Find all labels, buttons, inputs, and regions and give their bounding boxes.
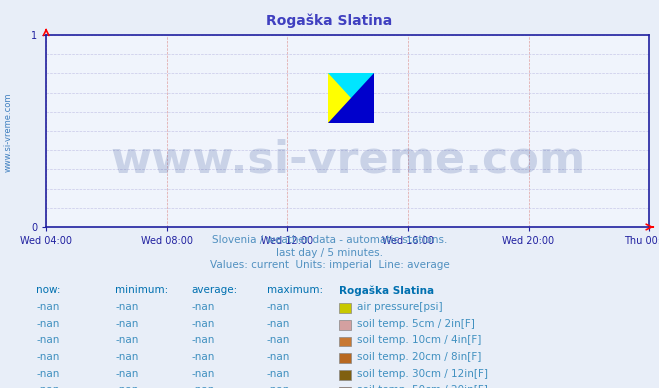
Text: -nan: -nan <box>115 335 138 345</box>
Text: -nan: -nan <box>115 302 138 312</box>
Text: -nan: -nan <box>191 302 214 312</box>
Text: -nan: -nan <box>191 352 214 362</box>
Text: soil temp. 5cm / 2in[F]: soil temp. 5cm / 2in[F] <box>357 319 474 329</box>
Text: -nan: -nan <box>191 369 214 379</box>
Text: -nan: -nan <box>267 302 290 312</box>
Text: soil temp. 10cm / 4in[F]: soil temp. 10cm / 4in[F] <box>357 335 481 345</box>
Text: www.si-vreme.com: www.si-vreme.com <box>3 92 13 171</box>
Text: soil temp. 50cm / 20in[F]: soil temp. 50cm / 20in[F] <box>357 385 488 388</box>
Text: Rogaška Slatina: Rogaška Slatina <box>339 285 434 296</box>
Text: -nan: -nan <box>36 369 59 379</box>
Text: -nan: -nan <box>267 335 290 345</box>
Text: Slovenia / weather data - automatic stations.: Slovenia / weather data - automatic stat… <box>212 235 447 245</box>
Text: last day / 5 minutes.: last day / 5 minutes. <box>276 248 383 258</box>
Text: -nan: -nan <box>267 352 290 362</box>
Text: www.si-vreme.com: www.si-vreme.com <box>110 138 585 181</box>
Text: -nan: -nan <box>115 352 138 362</box>
Text: -nan: -nan <box>115 369 138 379</box>
Text: -nan: -nan <box>267 369 290 379</box>
Text: Rogaška Slatina: Rogaška Slatina <box>266 14 393 28</box>
Text: average:: average: <box>191 285 237 295</box>
Text: -nan: -nan <box>36 335 59 345</box>
Text: -nan: -nan <box>115 319 138 329</box>
Text: -nan: -nan <box>115 385 138 388</box>
Text: -nan: -nan <box>191 385 214 388</box>
Text: -nan: -nan <box>191 319 214 329</box>
Text: -nan: -nan <box>36 302 59 312</box>
Text: -nan: -nan <box>36 319 59 329</box>
Text: maximum:: maximum: <box>267 285 323 295</box>
Text: -nan: -nan <box>191 335 214 345</box>
Text: -nan: -nan <box>267 385 290 388</box>
Polygon shape <box>328 73 374 123</box>
Text: now:: now: <box>36 285 61 295</box>
Text: -nan: -nan <box>36 385 59 388</box>
Polygon shape <box>328 73 374 123</box>
Bar <box>328 73 374 123</box>
Text: soil temp. 20cm / 8in[F]: soil temp. 20cm / 8in[F] <box>357 352 481 362</box>
Text: minimum:: minimum: <box>115 285 169 295</box>
Text: air pressure[psi]: air pressure[psi] <box>357 302 442 312</box>
Text: soil temp. 30cm / 12in[F]: soil temp. 30cm / 12in[F] <box>357 369 488 379</box>
Text: -nan: -nan <box>267 319 290 329</box>
Text: -nan: -nan <box>36 352 59 362</box>
Text: Values: current  Units: imperial  Line: average: Values: current Units: imperial Line: av… <box>210 260 449 270</box>
